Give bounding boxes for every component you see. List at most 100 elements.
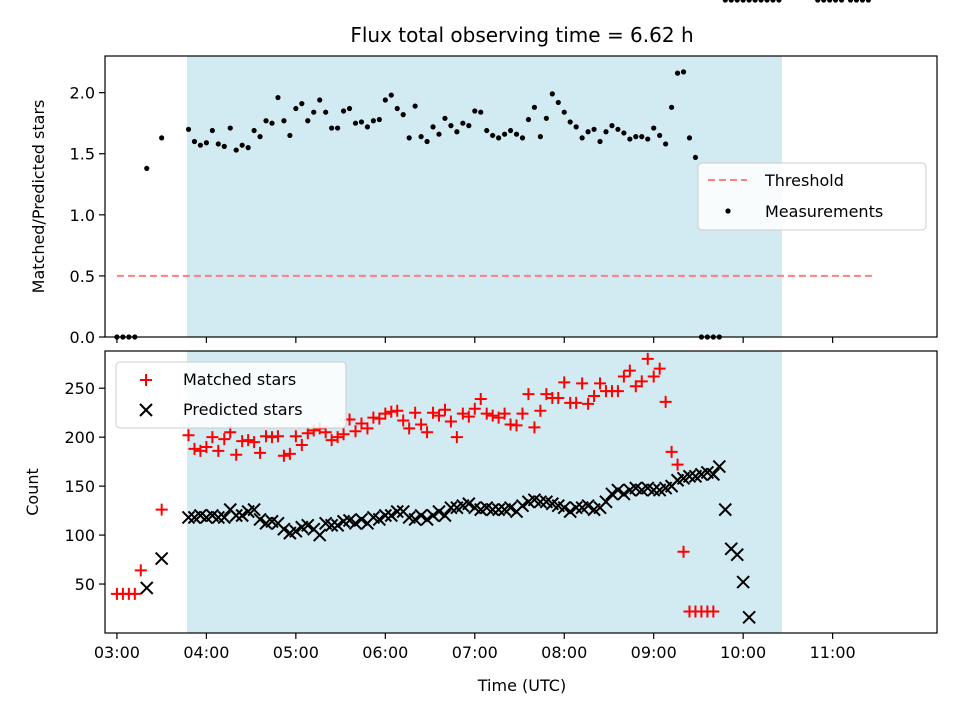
matched-star-point <box>325 434 338 447</box>
matched-star-point <box>707 605 720 618</box>
matched-star-point <box>155 503 168 516</box>
measurement-point <box>722 0 728 3</box>
predicted-stars-series <box>140 461 756 625</box>
y-tick-label: 200 <box>64 428 95 447</box>
predicted-star-point <box>372 512 387 527</box>
measurement-point <box>815 0 821 3</box>
x-axis-label: Time (UTC) <box>477 676 566 695</box>
predicted-star-point <box>426 508 440 523</box>
measurement-point <box>591 126 597 132</box>
ratio-panel: 0.00.51.01.52.0 Matched/Predicted stars … <box>29 0 938 347</box>
matched-star-point <box>444 415 457 428</box>
predicted-star-point <box>730 547 744 562</box>
measurement-point <box>827 0 833 3</box>
measurement-point <box>448 123 454 129</box>
predicted-star-point <box>682 469 697 484</box>
predicted-star-point <box>235 508 249 523</box>
matched-star-point <box>617 370 630 383</box>
matched-star-point <box>409 406 422 419</box>
predicted-star-point <box>390 504 404 519</box>
predicted-star-point <box>605 487 619 501</box>
measurement-point <box>335 125 341 131</box>
matched-star-point <box>647 370 660 383</box>
predicted-star-point <box>533 495 548 509</box>
matched-star-point <box>659 395 672 408</box>
predicted-star-point <box>742 610 756 625</box>
predicted-star-point <box>378 508 393 523</box>
measurement-point <box>501 131 508 137</box>
predicted-star-point <box>736 575 750 589</box>
matched-star-point <box>665 445 678 458</box>
measurement-point <box>466 123 472 129</box>
matched-star-point <box>295 439 308 451</box>
measurement-point <box>442 115 448 121</box>
matched-star-point <box>254 446 267 459</box>
matched-star-point <box>206 431 219 444</box>
matched-star-point <box>331 431 344 444</box>
measurement-point <box>740 0 746 3</box>
y-tick-label: 50 <box>75 575 95 594</box>
measurement-point <box>424 138 430 145</box>
measurement-point <box>833 0 839 3</box>
threshold-legend-label: Threshold <box>764 171 844 190</box>
matched-star-point <box>432 409 445 422</box>
measurement-point <box>567 119 573 125</box>
matched-star-point <box>641 352 654 365</box>
x-tick-label: 04:00 <box>183 643 229 662</box>
matched-star-point <box>468 402 481 415</box>
predicted-star-point <box>301 518 315 532</box>
matched-star-point <box>230 448 243 461</box>
matched-star-point <box>450 431 463 444</box>
matched-star-point <box>438 403 451 416</box>
predicted-star-point <box>408 512 422 527</box>
predicted-star-point <box>140 581 154 595</box>
matched-star-point <box>635 375 648 388</box>
measurement-point <box>609 123 615 129</box>
matched-legend-label: Matched stars <box>183 370 296 389</box>
matched-star-point <box>486 409 499 422</box>
predicted-star-point <box>324 518 339 532</box>
predicted-star-point <box>491 502 506 517</box>
measurement-point <box>543 115 549 121</box>
measurement-point <box>633 134 639 140</box>
measurement-point <box>776 0 782 3</box>
y-tick-label: 1.0 <box>70 206 95 225</box>
matched-star-point <box>534 404 547 417</box>
measurement-point <box>275 94 281 101</box>
matched-star-point <box>671 458 684 471</box>
measurement-point <box>585 129 591 135</box>
bottom-legend: Matched stars Predicted stars <box>115 361 347 429</box>
measurement-point <box>144 165 150 171</box>
predicted-star-point <box>420 512 434 527</box>
measurement-point <box>621 130 627 136</box>
measurements-legend-swatch <box>725 208 731 214</box>
predicted-legend-label: Predicted stars <box>183 400 303 419</box>
predicted-star-point <box>432 504 446 519</box>
measurement-point <box>454 129 460 135</box>
measurement-point <box>496 135 502 141</box>
measurement-point <box>686 135 693 141</box>
y-tick-label: 0.5 <box>70 267 95 286</box>
measurement-point <box>663 141 669 147</box>
measurement-point <box>346 105 353 112</box>
predicted-star-point <box>289 524 303 538</box>
predicted-star-point <box>211 510 226 525</box>
measurement-point <box>531 104 538 110</box>
matched-star-point <box>391 404 404 417</box>
predicted-star-point <box>599 495 613 509</box>
bottom-plot-frame <box>104 350 938 634</box>
measurement-point <box>305 118 311 124</box>
matched-star-point <box>558 376 571 389</box>
measurement-point <box>227 125 233 131</box>
bottom-y-axis: 50 100 150 200 250 <box>64 379 105 594</box>
measurement-point <box>269 120 275 126</box>
matched-star-point <box>277 449 290 462</box>
x-tick-label: 06:00 <box>362 643 408 662</box>
top-y-axis-label: Matched/Predicted stars <box>29 100 48 294</box>
measurement-point <box>317 97 323 103</box>
measurement-point <box>352 120 359 126</box>
matched-star-point <box>611 385 624 398</box>
measurement-point <box>412 103 418 109</box>
x-tick-label: 05:00 <box>273 643 319 662</box>
matched-star-point <box>403 422 416 435</box>
